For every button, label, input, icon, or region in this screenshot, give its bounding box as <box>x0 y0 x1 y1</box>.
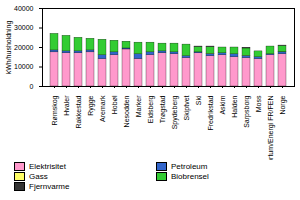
svg-text:Fredrikstad: Fredrikstad <box>207 95 214 130</box>
svg-text:30000: 30000 <box>14 24 34 31</box>
svg-text:Askim: Askim <box>219 95 226 114</box>
html-text:Elektrisitet: Elektrisitet <box>29 162 66 171</box>
svg-text:Eidsberg: Eidsberg <box>147 95 155 123</box>
svg-text:Ski: Ski <box>195 95 202 105</box>
svg-text:Aremark: Aremark <box>99 95 106 122</box>
svg-text:Hobøl: Hobøl <box>111 95 118 114</box>
svg-text:Nesodden: Nesodden <box>123 95 130 127</box>
svg-text:Moss: Moss <box>255 95 262 112</box>
svg-text:Rømskog: Rømskog <box>51 95 59 125</box>
svg-text:Hvaler: Hvaler <box>63 95 70 116</box>
html-text:Fjernvarme: Fjernvarme <box>29 182 70 191</box>
html-text:Petroleum: Petroleum <box>171 162 208 171</box>
svg-text:Rygge: Rygge <box>87 95 95 115</box>
svg-text:20000: 20000 <box>14 44 34 51</box>
svg-text:Halden: Halden <box>231 95 238 117</box>
svg-text:10000: 10000 <box>14 63 34 70</box>
svg-text:Spydeberg: Spydeberg <box>171 95 179 129</box>
svg-text:0: 0 <box>30 83 34 90</box>
svg-text:Rakkestad: Rakkestad <box>75 95 82 128</box>
html-text:Biobrensel: Biobrensel <box>171 172 209 181</box>
svg-text:40000: 40000 <box>14 5 34 12</box>
svg-text:Skiptvet: Skiptvet <box>183 95 191 120</box>
svg-text:Fortum/Energi FR/FEN: Fortum/Energi FR/FEN <box>267 96 275 161</box>
svg-text:Marker: Marker <box>135 95 142 117</box>
svg-text:Norge: Norge <box>279 95 287 114</box>
svg-text:Trøgstad: Trøgstad <box>159 95 167 123</box>
svg-text:Sarpsborg: Sarpsborg <box>243 95 251 127</box>
html-text:Gass: Gass <box>29 172 48 181</box>
svg-text:kWh/husholdning: kWh/husholdning <box>5 21 13 75</box>
